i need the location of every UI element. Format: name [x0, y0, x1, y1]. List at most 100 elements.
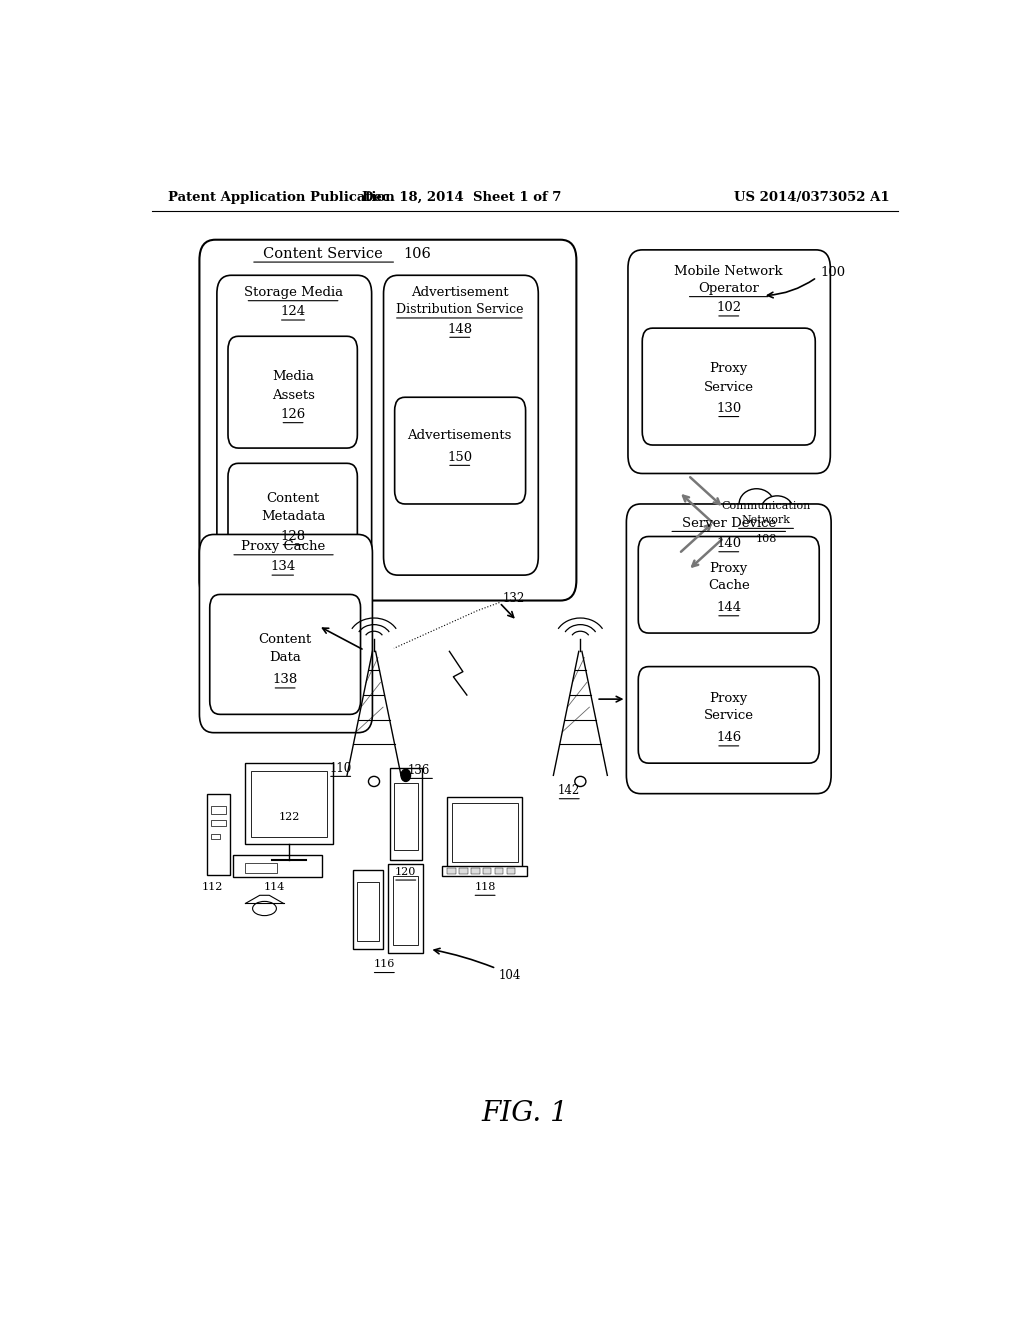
Text: Service: Service — [703, 380, 754, 393]
Bar — [211, 834, 220, 840]
Text: Patent Application Publication: Patent Application Publication — [168, 190, 394, 203]
Bar — [452, 803, 518, 862]
Bar — [207, 793, 229, 875]
FancyBboxPatch shape — [638, 667, 819, 763]
FancyBboxPatch shape — [627, 504, 831, 793]
Ellipse shape — [369, 776, 380, 787]
Bar — [232, 854, 322, 876]
Text: 148: 148 — [447, 322, 472, 335]
Text: 122: 122 — [279, 812, 300, 822]
Ellipse shape — [779, 512, 804, 535]
Text: 124: 124 — [281, 305, 305, 318]
Text: Metadata: Metadata — [261, 510, 326, 523]
Text: Proxy: Proxy — [710, 692, 748, 705]
Ellipse shape — [726, 506, 756, 528]
Bar — [393, 876, 419, 945]
FancyBboxPatch shape — [210, 594, 360, 714]
Bar — [246, 763, 333, 845]
Text: 136: 136 — [408, 764, 430, 776]
Text: 144: 144 — [716, 601, 741, 614]
FancyBboxPatch shape — [394, 397, 525, 504]
Text: Content: Content — [266, 492, 319, 506]
Bar — [447, 797, 522, 867]
Text: 140: 140 — [716, 537, 741, 550]
Text: Communication: Communication — [721, 502, 811, 511]
FancyBboxPatch shape — [200, 535, 373, 733]
Ellipse shape — [739, 488, 774, 519]
Text: 142: 142 — [558, 784, 581, 797]
Text: 104: 104 — [499, 969, 521, 982]
Text: 108: 108 — [756, 533, 777, 544]
Text: Proxy: Proxy — [710, 561, 748, 574]
Ellipse shape — [574, 776, 586, 787]
Bar — [495, 867, 504, 874]
Text: 150: 150 — [447, 450, 472, 463]
Bar — [447, 867, 456, 874]
Text: Media: Media — [272, 371, 314, 383]
Text: Server Device: Server Device — [682, 517, 776, 529]
Text: 138: 138 — [272, 673, 298, 686]
Ellipse shape — [761, 496, 793, 523]
Text: Cache: Cache — [708, 578, 750, 591]
Text: Dec. 18, 2014  Sheet 1 of 7: Dec. 18, 2014 Sheet 1 of 7 — [361, 190, 561, 203]
Text: 106: 106 — [403, 247, 431, 261]
Bar — [356, 882, 379, 941]
Text: Operator: Operator — [698, 282, 759, 294]
Text: 114: 114 — [264, 882, 286, 892]
Text: 110: 110 — [330, 762, 352, 775]
Bar — [459, 867, 468, 874]
Text: 102: 102 — [716, 301, 741, 314]
Text: 146: 146 — [716, 731, 741, 744]
FancyBboxPatch shape — [217, 276, 372, 576]
Ellipse shape — [253, 902, 276, 916]
Text: Advertisement: Advertisement — [411, 286, 509, 300]
Text: Distribution Service: Distribution Service — [396, 304, 523, 317]
Bar — [482, 867, 492, 874]
Bar — [390, 768, 422, 859]
Bar — [394, 784, 418, 850]
FancyBboxPatch shape — [628, 249, 830, 474]
Bar — [352, 870, 383, 949]
Circle shape — [401, 770, 411, 781]
Text: Assets: Assets — [271, 388, 314, 401]
FancyBboxPatch shape — [228, 337, 357, 447]
Bar — [211, 820, 226, 826]
Text: Storage Media: Storage Media — [244, 286, 343, 300]
Text: Service: Service — [703, 709, 754, 722]
Text: 128: 128 — [281, 531, 305, 543]
Text: Advertisements: Advertisements — [408, 429, 512, 442]
FancyBboxPatch shape — [638, 536, 819, 634]
Text: 116: 116 — [374, 960, 395, 969]
Bar — [251, 771, 328, 837]
Bar — [442, 866, 527, 876]
Bar — [388, 863, 423, 953]
Text: 134: 134 — [270, 561, 295, 573]
Text: 118: 118 — [474, 882, 496, 892]
Ellipse shape — [763, 525, 792, 548]
Bar — [211, 805, 226, 814]
Text: Network: Network — [741, 515, 791, 525]
FancyBboxPatch shape — [228, 463, 357, 565]
Text: 132: 132 — [503, 591, 525, 605]
Text: FIG. 1: FIG. 1 — [481, 1101, 568, 1127]
Text: Proxy: Proxy — [710, 362, 748, 375]
Text: 100: 100 — [820, 265, 845, 279]
Text: 130: 130 — [716, 401, 741, 414]
Text: 126: 126 — [281, 408, 306, 421]
Text: 112: 112 — [202, 882, 223, 892]
Ellipse shape — [744, 529, 770, 552]
Text: Content: Content — [258, 632, 311, 645]
Text: Data: Data — [269, 651, 301, 664]
Text: US 2014/0373052 A1: US 2014/0373052 A1 — [734, 190, 890, 203]
Text: Content Service: Content Service — [262, 247, 382, 261]
Bar — [507, 867, 515, 874]
Text: 120: 120 — [395, 867, 417, 876]
FancyBboxPatch shape — [200, 240, 577, 601]
FancyBboxPatch shape — [642, 329, 815, 445]
Text: Proxy Cache: Proxy Cache — [241, 540, 325, 553]
Bar — [246, 863, 278, 873]
FancyBboxPatch shape — [384, 276, 539, 576]
Ellipse shape — [727, 521, 751, 544]
Text: Mobile Network: Mobile Network — [675, 265, 783, 277]
Bar — [471, 867, 479, 874]
